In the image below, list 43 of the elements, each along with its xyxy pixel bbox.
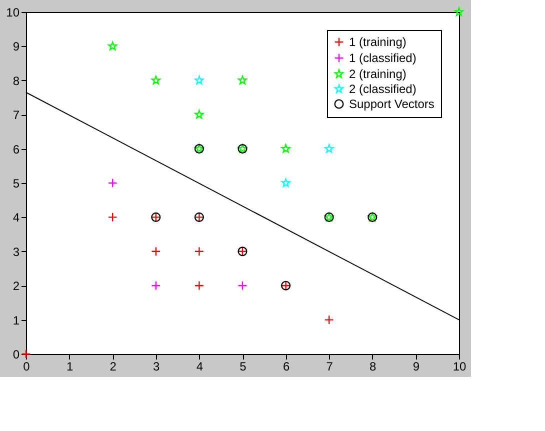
legend-label: 1 (classified) <box>349 51 416 65</box>
point <box>238 76 248 84</box>
x-tick-label: 7 <box>326 360 334 374</box>
y-tick-label: 7 <box>12 108 20 122</box>
y-tick-label: 8 <box>12 74 20 88</box>
point <box>21 349 31 359</box>
x-tick-label: 10 <box>452 360 466 374</box>
point <box>108 178 118 188</box>
point <box>151 246 161 256</box>
point <box>281 178 290 187</box>
point <box>194 246 204 256</box>
y-tick-label: 10 <box>6 6 20 20</box>
y-tick-label: 5 <box>12 176 20 190</box>
point <box>324 315 334 325</box>
x-tick-label: 0 <box>23 360 30 374</box>
x-tick-label: 1 <box>66 360 74 374</box>
point <box>194 280 204 290</box>
x-tick-label: 8 <box>370 360 377 374</box>
point <box>108 41 118 50</box>
y-tick-label: 6 <box>12 142 20 156</box>
x-tick-label: 3 <box>153 360 160 374</box>
point <box>194 110 204 119</box>
point <box>108 212 118 222</box>
x-tick-label: 2 <box>110 360 117 374</box>
point <box>151 280 161 290</box>
y-tick-label: 3 <box>12 244 20 259</box>
point <box>194 76 204 84</box>
legend-label: 1 (training) <box>349 35 406 49</box>
legend-label: 2 (classified) <box>349 82 416 96</box>
legend-label: Support Vectors <box>349 97 434 111</box>
y-tick-label: 9 <box>12 40 20 54</box>
y-tick-label: 0 <box>12 348 20 362</box>
y-tick-label: 1 <box>12 313 20 328</box>
y-tick-label: 4 <box>12 210 20 225</box>
x-tick-label: 9 <box>412 360 420 374</box>
x-tick-label: 5 <box>240 360 247 374</box>
point <box>454 7 464 16</box>
y-tick-label: 2 <box>12 279 20 294</box>
legend-label: 2 (training) <box>349 67 406 81</box>
x-tick-label: 6 <box>282 360 290 374</box>
point <box>151 76 160 84</box>
x-tick-label: 4 <box>196 360 204 374</box>
point <box>238 280 248 290</box>
